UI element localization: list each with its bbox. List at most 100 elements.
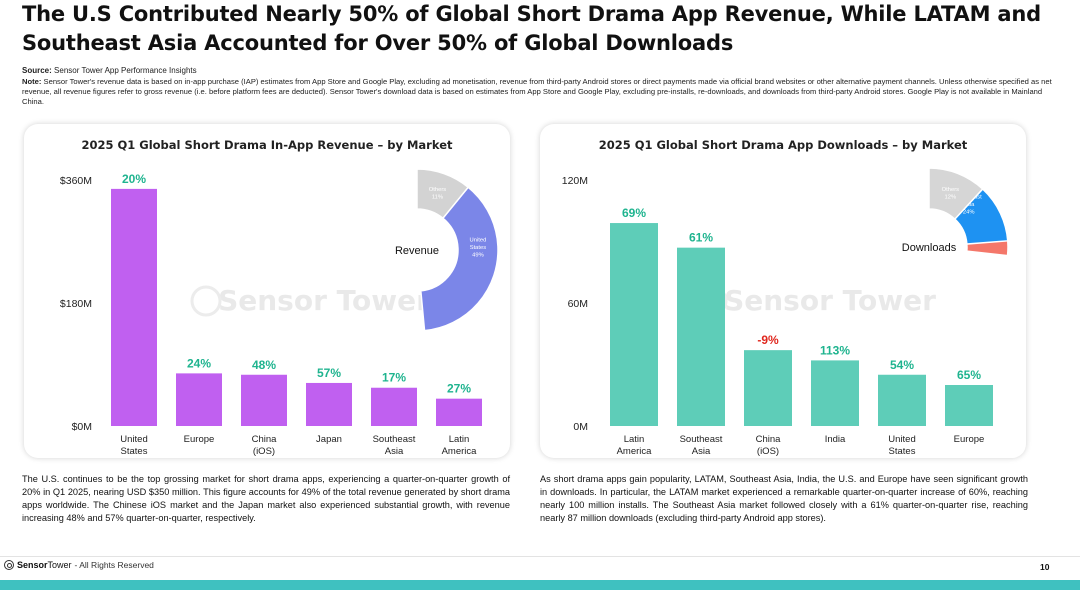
downloads-growth-label-china-ios: -9%: [757, 333, 779, 347]
revenue-pie-slice-label-others: Others 11%: [429, 187, 446, 201]
revenue-category-label-line: Asia: [385, 446, 404, 457]
revenue-pie-center-label: Revenue: [395, 245, 439, 257]
revenue-bar-japan: [306, 382, 352, 426]
revenue-bar-latin-america: [436, 398, 482, 426]
downloads-growth-label-southeast-asia: 61%: [689, 231, 713, 245]
revenue-category-label-southeast-asia: Southeast Asia: [373, 434, 416, 457]
downloads-ytick-label-2: 120M: [562, 175, 588, 187]
revenue-chart-svg: Sensor Tower$0M$180M$360M 20%United States…: [60, 168, 499, 457]
downloads-bar-india: [811, 360, 859, 426]
revenue-growth-label-latin-america: 27%: [447, 382, 471, 396]
revenue-watermark-icon: [190, 285, 222, 317]
revenue-category-label-latin-america: Latin America: [442, 434, 478, 457]
downloads-category-label-united-states: United States: [888, 434, 915, 457]
downloads-pie-slice-label-others: Others 12%: [942, 187, 959, 201]
footer-brand: Tower: [47, 560, 72, 570]
downloads-category-label-china-ios: China (iOS): [756, 434, 782, 457]
note-text: Note: Sensor Tower's revenue data is bas…: [22, 77, 1062, 107]
revenue-category-label-line: United: [120, 434, 147, 445]
revenue-category-label-europe: Europe: [184, 434, 215, 445]
revenue-category-label-line: Latin: [449, 434, 470, 445]
downloads-pie-center-label: Downloads: [902, 242, 957, 254]
downloads-bar-united-states: [878, 374, 926, 426]
downloads-bar-china-ios: [744, 350, 792, 426]
revenue-pie-slice-label-line: 49%: [472, 253, 484, 259]
downloads-category-label-latin-america: Latin America: [617, 434, 653, 457]
revenue-pie-slice-label-line: 11%: [432, 194, 443, 200]
revenue-pie-slice-label-united-states: United States 49%: [470, 238, 487, 259]
downloads-ytick-label-0: 0M: [573, 421, 588, 433]
revenue-chart-title: 2025 Q1 Global Short Drama In-App Revenu…: [81, 138, 453, 152]
revenue-category-label-line: America: [442, 446, 478, 457]
revenue-category-label-line: China: [252, 434, 278, 445]
downloads-pie-slice-label-line: Others: [942, 187, 959, 193]
revenue-ytick-label-0: $0M: [72, 421, 92, 433]
downloads-ytick-label-1: 60M: [568, 298, 588, 310]
downloads-category-label-line: Latin: [624, 434, 645, 445]
revenue-watermark: Sensor Tower: [218, 284, 430, 317]
downloads-category-label-line: America: [617, 446, 653, 457]
downloads-category-label-line: (iOS): [757, 446, 779, 457]
downloads-growth-label-latin-america: 69%: [622, 206, 646, 220]
note-label: Note:: [22, 77, 42, 86]
revenue-growth-label-europe: 24%: [187, 356, 211, 370]
downloads-pie-slice-label-line: 24%: [963, 210, 975, 216]
downloads-growth-label-india: 113%: [820, 343, 850, 357]
source-line: Source: Sensor Tower App Performance Ins…: [22, 66, 197, 75]
downloads-pie-slice-label-line: Asia: [963, 202, 975, 208]
sensor-tower-logo-icon: [4, 560, 14, 570]
revenue-growth-label-southeast-asia: 17%: [382, 371, 406, 385]
downloads-bar-southeast-asia: [677, 247, 725, 426]
footer-divider: [0, 556, 1080, 557]
downloads-category-label-line: Southeast: [680, 434, 723, 445]
downloads-growth-label-united-states: 54%: [890, 358, 914, 372]
downloads-category-label-india: India: [825, 434, 846, 445]
bottom-accent-bar: [0, 580, 1080, 590]
footer-rights: - All Rights Reserved: [74, 560, 154, 570]
revenue-chart-panel: 2025 Q1 Global Short Drama In-App Revenu…: [24, 124, 510, 458]
revenue-category-label-china-ios: China (iOS): [252, 434, 278, 457]
source-text: Sensor Tower App Performance Insights: [54, 66, 197, 75]
note-body: Sensor Tower's revenue data is based on …: [22, 77, 1052, 106]
downloads-pie-slice-label-line: 12%: [945, 194, 957, 200]
downloads-bar-latin-america: [610, 223, 658, 426]
downloads-category-label-line: Asia: [692, 446, 711, 457]
revenue-category-label-line: States: [121, 446, 148, 457]
revenue-ytick-label-1: $180M: [60, 298, 92, 310]
downloads-chart-panel: 2025 Q1 Global Short Drama App Downloads…: [540, 124, 1026, 458]
downloads-chart-svg: Sensor Tower 0M 60M 120M 69% Latin America 61% S…: [562, 167, 1009, 457]
revenue-growth-label-china-ios: 48%: [252, 358, 276, 372]
revenue-category-label-line: (iOS): [253, 446, 275, 457]
downloads-category-label-europe: Europe: [954, 434, 985, 445]
downloads-category-label-line: States: [889, 446, 916, 457]
revenue-pie-slice-others: [416, 168, 470, 220]
footer-logo: Sensor Tower - All Rights Reserved: [4, 560, 154, 570]
revenue-category-label-line: Southeast: [373, 434, 416, 445]
revenue-category-label-line: Japan: [316, 434, 342, 445]
downloads-chart-title: 2025 Q1 Global Short Drama App Downloads…: [598, 138, 968, 152]
revenue-category-label-line: Europe: [184, 434, 215, 445]
downloads-category-label-line: China: [756, 434, 782, 445]
source-label: Source:: [22, 66, 52, 75]
revenue-bar-united-states: [111, 188, 157, 426]
footer-brand-bold: Sensor: [17, 560, 48, 570]
revenue-growth-label-united-states: 20%: [122, 172, 146, 186]
revenue-pie-slice-label-line: United: [470, 238, 487, 244]
downloads-category-label-line: India: [825, 434, 846, 445]
revenue-bar-southeast-asia: [371, 387, 417, 426]
page-number: 10: [1040, 562, 1050, 572]
revenue-summary-paragraph: The U.S. continues to be the top grossin…: [22, 474, 510, 523]
revenue-pie-slice-label-line: States: [470, 245, 487, 251]
downloads-growth-label-europe: 65%: [957, 368, 981, 382]
revenue-ytick-label-2: $360M: [60, 175, 92, 187]
downloads-category-label-southeast-asia: Southeast Asia: [680, 434, 723, 457]
downloads-bar-europe: [945, 385, 993, 426]
revenue-category-label-united-states: United States: [120, 434, 147, 457]
downloads-watermark: Sensor Tower: [724, 284, 936, 317]
revenue-pie-slice-label-line: Others: [429, 187, 446, 193]
downloads-pie-slice-others: [928, 167, 984, 221]
revenue-category-label-japan: Japan: [316, 434, 342, 445]
revenue-growth-label-japan: 57%: [317, 366, 341, 380]
downloads-category-label-line: United: [888, 434, 915, 445]
page-title: The U.S Contributed Nearly 50% of Global…: [22, 2, 1041, 55]
